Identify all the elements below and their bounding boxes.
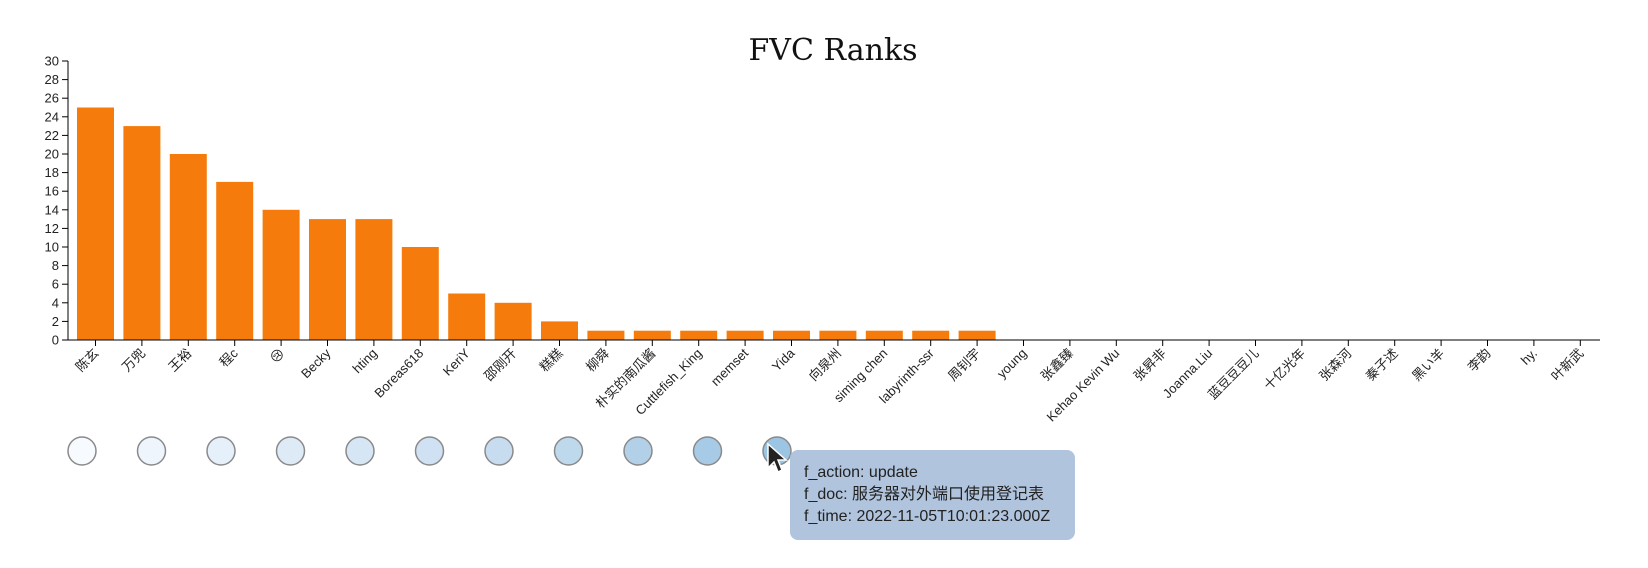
- x-tick-label: 向泉州: [806, 346, 844, 384]
- chart-title: FVC Ranks: [748, 33, 917, 68]
- x-tick-label: Boreas618: [371, 346, 426, 401]
- y-tick-label: 20: [45, 147, 59, 162]
- bars: [77, 107, 996, 341]
- bar[interactable]: [633, 330, 671, 340]
- x-tick-label: 王裕: [165, 346, 194, 375]
- timeline-circle[interactable]: [345, 436, 375, 466]
- x-tick-label: 程c: [216, 345, 241, 370]
- bar[interactable]: [494, 302, 532, 340]
- bar[interactable]: [448, 293, 486, 341]
- bar[interactable]: [773, 330, 810, 340]
- bar[interactable]: [819, 330, 857, 340]
- x-tick-label: Yida: [769, 345, 798, 374]
- y-tick-label: 4: [52, 295, 59, 310]
- x-tick-label: 万兜: [119, 346, 148, 375]
- y-tick-label: 2: [52, 314, 59, 329]
- mouse-cursor-icon: [767, 442, 788, 474]
- bar[interactable]: [958, 330, 996, 340]
- timeline-circle[interactable]: [67, 436, 97, 466]
- timeline: [67, 436, 792, 466]
- x-tick-label: 李韵: [1465, 346, 1494, 375]
- x-tick-label: 蓝豆豆豆儿: [1205, 346, 1262, 403]
- bar[interactable]: [309, 219, 346, 340]
- tooltip: f_action: update f_doc: 服务器对外端口使用登记表 f_t…: [790, 450, 1075, 540]
- x-tick-label: 陈玄: [73, 346, 102, 375]
- timeline-circle[interactable]: [484, 436, 514, 466]
- tooltip-action: f_action: update: [804, 464, 918, 481]
- x-tick-label: 十亿光年: [1261, 346, 1308, 393]
- timeline-circle[interactable]: [553, 436, 584, 466]
- bar[interactable]: [77, 107, 114, 341]
- bar[interactable]: [680, 330, 718, 340]
- bar[interactable]: [355, 219, 393, 340]
- x-tick-label: hy.: [1518, 346, 1540, 368]
- tooltip-time: f_time: 2022-11-05T10:01:23.000Z: [804, 508, 1051, 525]
- bar[interactable]: [216, 181, 254, 340]
- y-tick-label: 0: [52, 333, 59, 348]
- y-tick-label: 6: [52, 277, 59, 292]
- x-tick-label: young: [994, 346, 1030, 382]
- bar[interactable]: [865, 330, 903, 340]
- y-tick-label: 22: [45, 128, 59, 143]
- y-tick-label: 10: [45, 240, 59, 255]
- x-tick-label: 柳舜: [583, 346, 612, 375]
- x-tick-label: KeriY: [440, 345, 473, 378]
- x-tick-label: 黑い羊: [1409, 346, 1447, 384]
- timeline-circle[interactable]: [206, 436, 236, 466]
- bar[interactable]: [401, 247, 439, 340]
- tooltip-doc: f_doc: 服务器对外端口使用登记表: [804, 486, 1045, 503]
- x-tick-label: 周钊宇: [945, 346, 983, 384]
- x-tick-label: 叶新武: [1548, 346, 1586, 384]
- bar[interactable]: [541, 321, 578, 340]
- timeline-circle[interactable]: [414, 436, 445, 466]
- x-tick-label: 秦子述: [1363, 346, 1401, 384]
- x-tick-label: 张鑫臻: [1038, 346, 1076, 384]
- y-tick-label: 14: [45, 202, 59, 217]
- bar[interactable]: [262, 209, 300, 340]
- bar[interactable]: [726, 330, 764, 340]
- x-tick-label: memset: [708, 345, 752, 389]
- y-tick-label: 24: [45, 109, 59, 124]
- timeline-circle[interactable]: [692, 436, 723, 466]
- timeline-circle[interactable]: [275, 436, 306, 466]
- bar[interactable]: [123, 126, 161, 340]
- x-tick-label: 张昇非: [1131, 346, 1169, 384]
- x-tick-label: Becky: [298, 345, 334, 381]
- y-tick-label: 18: [45, 165, 59, 180]
- y-tick-label: 30: [45, 54, 59, 69]
- x-tick-label: 邵刚开: [481, 346, 519, 384]
- bar[interactable]: [912, 330, 950, 340]
- timeline-circle[interactable]: [136, 436, 167, 466]
- timeline-circle[interactable]: [623, 436, 653, 466]
- x-tick-label: 😢: [267, 346, 287, 366]
- bar[interactable]: [169, 154, 207, 340]
- x-tick-label: 糕糕: [537, 346, 566, 375]
- y-tick-label: 28: [45, 72, 59, 87]
- x-tick-label: hting: [349, 346, 380, 377]
- y-tick-label: 8: [52, 258, 59, 273]
- y-tick-label: 26: [45, 91, 59, 106]
- y-tick-label: 16: [45, 184, 59, 199]
- x-tick-label: 张森河: [1316, 346, 1354, 384]
- bar[interactable]: [587, 330, 625, 340]
- y-tick-label: 12: [45, 221, 59, 236]
